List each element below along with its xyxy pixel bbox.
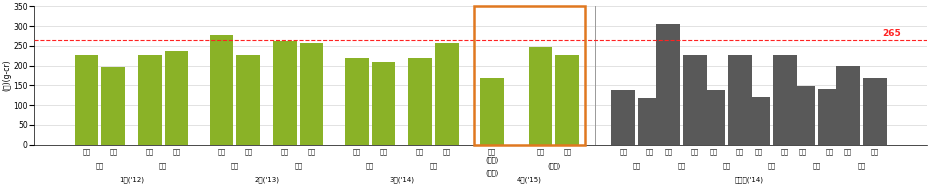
- Bar: [480, 78, 504, 145]
- Text: 대조: 대조: [646, 149, 654, 155]
- Text: 대조: 대조: [870, 149, 879, 155]
- Text: 노출: 노출: [664, 149, 672, 155]
- Bar: [836, 66, 860, 145]
- Text: 대조: 대조: [172, 149, 180, 155]
- Text: 노출: 노출: [619, 149, 627, 155]
- Bar: [74, 54, 99, 145]
- Bar: [299, 43, 324, 145]
- Bar: [746, 97, 770, 145]
- Text: 노출: 노출: [281, 149, 289, 155]
- Text: 서산: 서산: [857, 163, 866, 169]
- Bar: [638, 98, 662, 145]
- Bar: [555, 54, 579, 145]
- Bar: [657, 24, 680, 145]
- Text: 대조: 대조: [736, 149, 744, 155]
- Bar: [791, 86, 815, 145]
- Bar: [701, 90, 725, 145]
- Text: 포항: 포항: [678, 163, 685, 169]
- Text: 대조: 대조: [308, 149, 315, 155]
- Text: (시흥): (시흥): [485, 170, 498, 176]
- Bar: [728, 54, 751, 145]
- Text: 대조: 대조: [379, 149, 388, 155]
- Bar: [345, 58, 368, 145]
- Text: 노출: 노출: [710, 149, 717, 155]
- Text: 시흥: 시흥: [366, 163, 374, 169]
- Text: 안산: 안산: [430, 163, 437, 169]
- Bar: [863, 78, 886, 145]
- Bar: [474, 6, 585, 145]
- Text: 노출: 노출: [844, 149, 852, 155]
- Text: 안산: 안산: [159, 163, 167, 169]
- Text: 대조: 대조: [245, 149, 252, 155]
- Text: (안산): (안산): [547, 163, 561, 169]
- Bar: [683, 54, 707, 145]
- Text: 대조: 대조: [691, 149, 698, 155]
- Bar: [138, 54, 162, 145]
- Bar: [236, 54, 260, 145]
- Bar: [165, 51, 188, 145]
- Text: 노출: 노출: [352, 149, 361, 155]
- Text: 대조: 대조: [826, 149, 834, 155]
- Text: 노출: 노출: [537, 149, 545, 155]
- Text: 타산단('14): 타산단('14): [735, 177, 764, 183]
- Text: 시흥: 시흥: [231, 163, 239, 169]
- Text: 시흥: 시흥: [96, 163, 104, 169]
- Text: 3차('14): 3차('14): [390, 177, 414, 183]
- Text: 1차('12): 1차('12): [119, 177, 144, 183]
- Bar: [818, 89, 842, 145]
- Text: 4차('15): 4차('15): [517, 177, 542, 183]
- Text: 노출: 노출: [799, 149, 807, 155]
- Text: 노출: 노출: [146, 149, 153, 155]
- Bar: [101, 67, 125, 145]
- Text: 265: 265: [882, 29, 900, 38]
- Text: 여수: 여수: [767, 163, 776, 169]
- Text: 노출
(시흥): 노출 (시흥): [485, 149, 498, 163]
- Y-axis label: (식)(g-cr): (식)(g-cr): [3, 60, 12, 91]
- Text: 대조: 대조: [564, 149, 571, 155]
- Bar: [273, 41, 297, 145]
- Text: 대조: 대조: [781, 149, 789, 155]
- Text: 노출: 노출: [416, 149, 424, 155]
- Text: 울산: 울산: [632, 163, 641, 169]
- Bar: [372, 62, 395, 145]
- Bar: [435, 43, 458, 145]
- Text: 2차('13): 2차('13): [254, 177, 279, 183]
- Text: 대조: 대조: [443, 149, 451, 155]
- Bar: [210, 35, 233, 145]
- Bar: [529, 47, 552, 145]
- Bar: [408, 58, 432, 145]
- Text: 노출: 노출: [218, 149, 226, 155]
- Text: 대조: 대조: [109, 149, 117, 155]
- Bar: [611, 90, 635, 145]
- Text: 광양: 광양: [723, 163, 730, 169]
- Text: 노출: 노출: [83, 149, 90, 155]
- Text: 안산: 안산: [294, 163, 302, 169]
- Text: 청주: 청주: [813, 163, 820, 169]
- Text: 노출: 노출: [754, 149, 763, 155]
- Bar: [773, 54, 797, 145]
